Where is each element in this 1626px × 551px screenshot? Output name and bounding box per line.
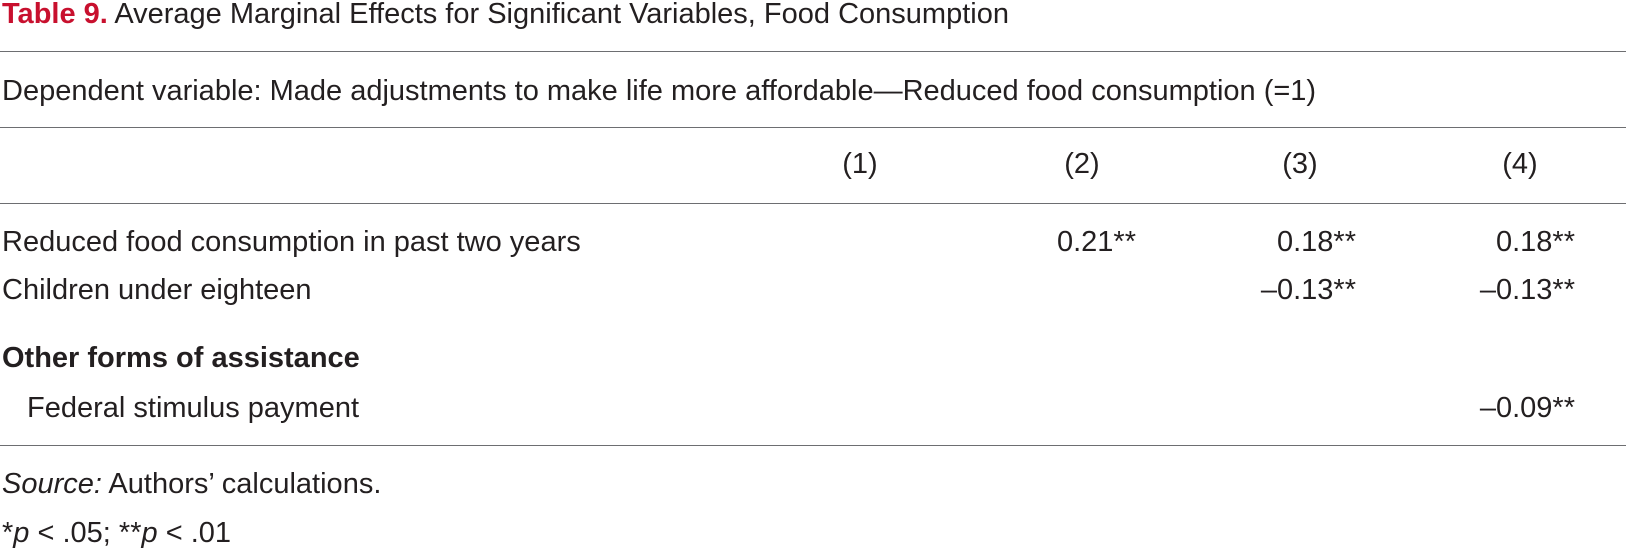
- cell-value: –0.13**: [1479, 274, 1575, 306]
- cell-value: –0.09**: [1479, 392, 1575, 424]
- cell-value: 0.18**: [1276, 226, 1356, 258]
- significance-part: p: [13, 517, 30, 549]
- column-header: (4): [1502, 148, 1538, 180]
- column-header: (3): [1282, 148, 1318, 180]
- source-label: Source:: [2, 468, 102, 500]
- rule: [0, 445, 1626, 446]
- table-title: Average Marginal Effects for Significant…: [114, 0, 1009, 30]
- significance-part: *: [2, 517, 14, 549]
- column-header: (2): [1064, 148, 1100, 180]
- significance-note: *p < .05; **p < .01: [2, 515, 231, 551]
- table-number: Table 9.: [2, 0, 108, 30]
- source-note: Source: Authors’ calculations.: [2, 466, 381, 502]
- cell-value: –0.13**: [1260, 274, 1356, 306]
- group-title: Other forms of assistance: [2, 342, 360, 374]
- rule: [0, 51, 1626, 52]
- row-label: Reduced food consumption in past two yea…: [2, 226, 581, 258]
- row-label: Children under eighteen: [2, 274, 312, 306]
- cell-value: 0.21**: [1056, 226, 1136, 258]
- rule: [0, 203, 1626, 204]
- dependent-variable: Dependent variable: Made adjustments to …: [2, 75, 1317, 107]
- row-label: Federal stimulus payment: [27, 392, 360, 424]
- rule: [0, 127, 1626, 128]
- column-header: (1): [842, 148, 878, 180]
- source-text: Authors’ calculations.: [108, 468, 382, 500]
- table-caption: Table 9. Average Marginal Effects for Si…: [2, 0, 1009, 32]
- significance-part: p: [141, 517, 158, 549]
- significance-part: < .05; **: [29, 517, 142, 549]
- significance-part: < .01: [157, 517, 232, 549]
- cell-value: 0.18**: [1495, 226, 1575, 258]
